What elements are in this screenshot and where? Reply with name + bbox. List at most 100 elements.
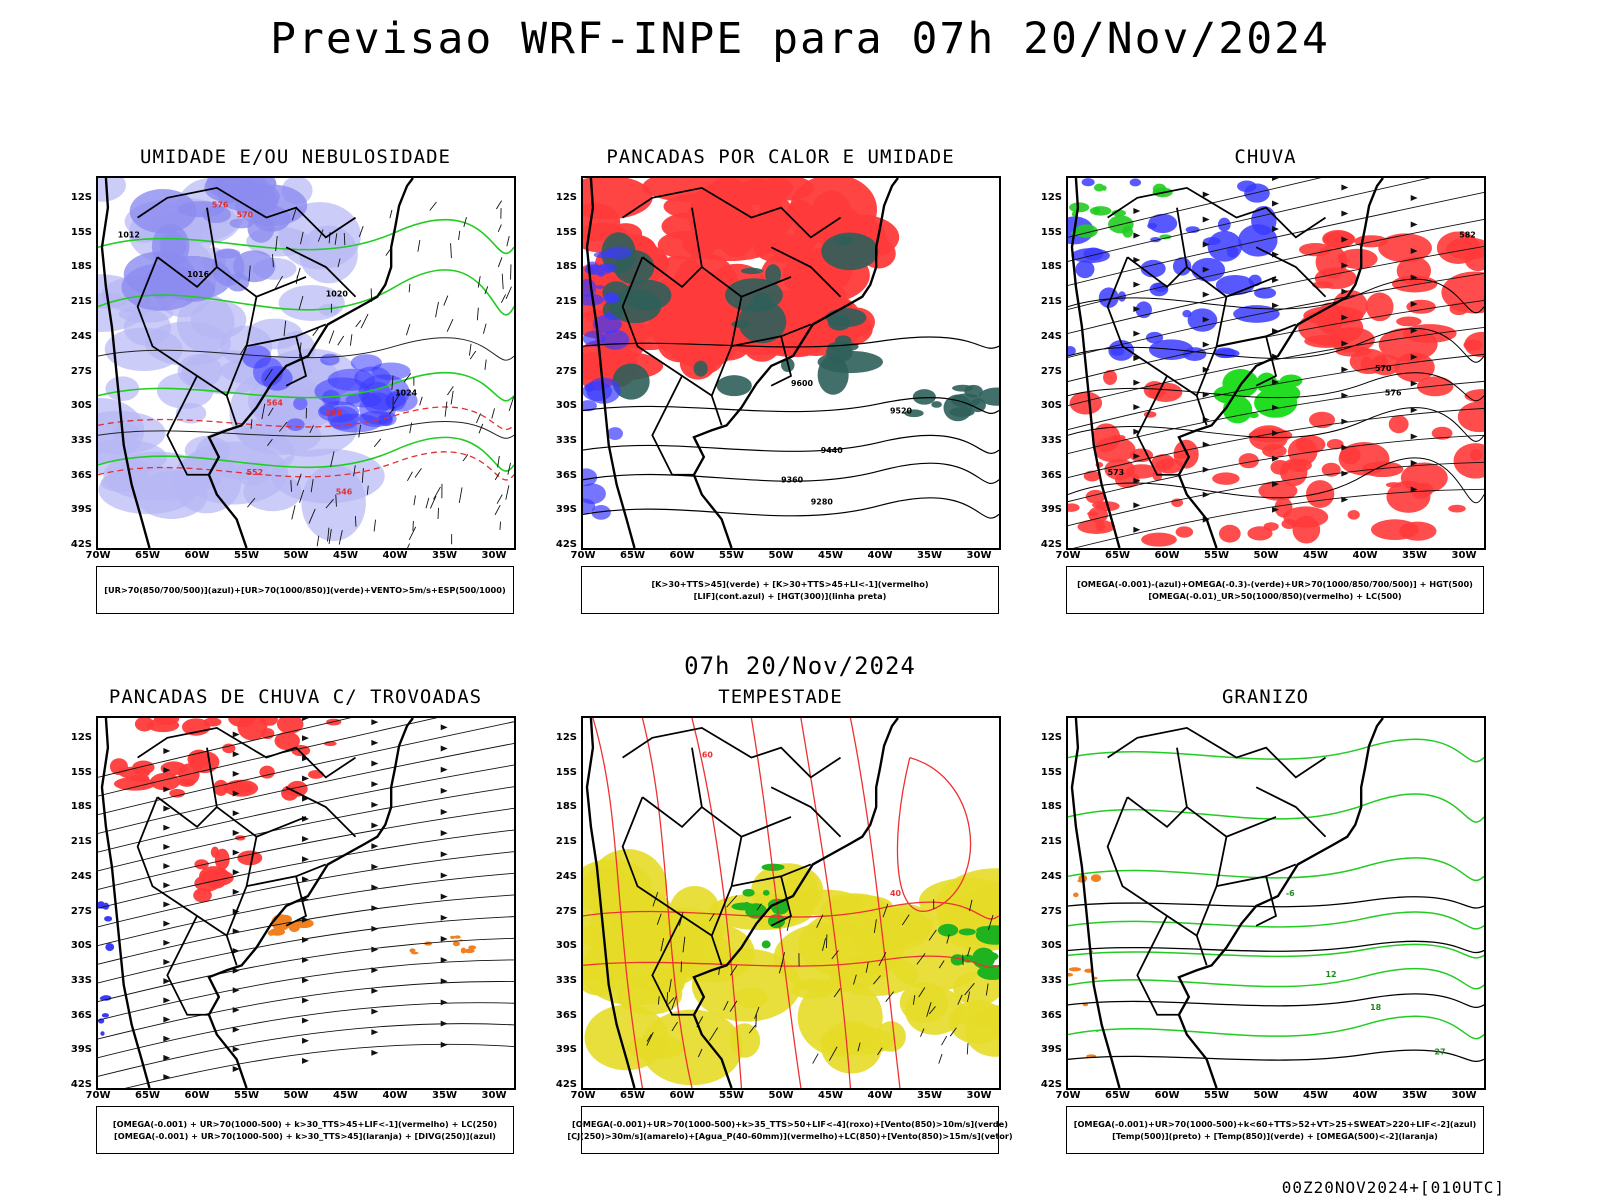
wind-vector xyxy=(730,965,738,976)
wind-vector xyxy=(985,983,989,996)
field-blob xyxy=(1233,305,1280,323)
field-blob xyxy=(1388,415,1409,434)
forecast-map: 1012 1016 1020 1024 576 570 564 558 552 546 xyxy=(96,176,516,550)
lat-label: 15S xyxy=(555,226,577,238)
wind-vector xyxy=(482,323,487,334)
streamline-arrow xyxy=(371,739,379,746)
page-title: Previsao WRF-INPE para 07h 20/Nov/2024 xyxy=(270,14,1330,64)
streamline-arrow xyxy=(371,1029,379,1036)
lon-label: 45W xyxy=(818,1090,843,1101)
wind-vector xyxy=(408,526,417,541)
wind-vector xyxy=(657,996,660,1005)
country-borders xyxy=(621,186,842,476)
streamline-arrow xyxy=(440,872,448,879)
field-blob xyxy=(237,850,263,866)
field-blob xyxy=(101,1013,109,1018)
lon-label: 65W xyxy=(1105,550,1130,561)
wind-vector xyxy=(709,913,715,922)
streamline-arrow xyxy=(440,724,448,731)
country-borders xyxy=(1106,186,1327,476)
streamline-arrow xyxy=(163,786,171,793)
legend-line: [UR>70(850/700/500)](azul)+[UR>70(1000/8… xyxy=(104,585,506,595)
wind-vector xyxy=(279,421,288,432)
contour-line xyxy=(1068,372,1484,402)
lon-label: 50W xyxy=(283,550,309,561)
lat-label: 15S xyxy=(555,766,577,778)
field-blob xyxy=(1155,458,1184,474)
streamline-arrow xyxy=(302,735,309,742)
field-blob xyxy=(259,765,275,779)
wind-vector xyxy=(877,1047,883,1056)
coastline xyxy=(100,718,414,1088)
streamline-arrow xyxy=(371,1049,379,1056)
wind-vector xyxy=(419,396,423,406)
streamline xyxy=(98,981,514,1040)
field-blob xyxy=(645,967,683,999)
lon-label: 70W xyxy=(570,1090,596,1101)
field-blob xyxy=(829,954,918,997)
streamline-arrow xyxy=(1410,195,1418,201)
field-blob xyxy=(931,401,942,408)
wind-vector xyxy=(477,276,481,288)
lat-label: 30S xyxy=(70,940,92,952)
streamline xyxy=(1068,191,1484,286)
streamline-arrow xyxy=(1133,257,1141,263)
field-blob xyxy=(274,731,301,751)
streamline-arrow xyxy=(302,916,309,923)
streamline xyxy=(1068,218,1484,310)
wind-vector xyxy=(373,519,376,532)
streamline-arrow xyxy=(302,936,309,943)
lat-label: 24S xyxy=(1040,870,1062,882)
wind-vector xyxy=(337,335,345,346)
contour-line xyxy=(583,901,999,920)
wind-vector xyxy=(389,209,393,219)
contour-label: 18 xyxy=(1370,1003,1382,1012)
streamline-arrow xyxy=(232,810,240,817)
streamline-arrow xyxy=(1272,430,1279,437)
field-blob xyxy=(1378,233,1432,263)
contour-line xyxy=(583,955,999,969)
contour-line xyxy=(849,718,901,1088)
field-blob xyxy=(731,178,783,243)
lat-label: 27S xyxy=(70,365,92,377)
wind-vector xyxy=(291,206,298,221)
streamline xyxy=(1068,353,1484,430)
field-blob xyxy=(1103,369,1118,385)
wind-vector xyxy=(878,952,887,966)
streamline xyxy=(98,764,514,853)
streamline-arrow xyxy=(1272,404,1279,411)
streamline-arrow xyxy=(440,999,448,1006)
streamline-arrow xyxy=(440,809,448,815)
wind-vector xyxy=(912,995,916,1005)
streamline-arrow xyxy=(1341,236,1349,243)
field-blob xyxy=(1262,444,1287,458)
coastline xyxy=(1070,178,1384,548)
legend-line: [Temp(500)](preto) + [Temp(850)](verde) … xyxy=(1112,1131,1438,1141)
field-blob xyxy=(833,235,855,246)
wind-vector xyxy=(354,516,357,527)
field-blob xyxy=(460,947,467,954)
streamline-arrow xyxy=(163,939,171,946)
streamline-arrow xyxy=(371,925,379,932)
streamline-arrow xyxy=(1341,288,1349,295)
streamline xyxy=(1068,326,1484,406)
streamline-arrow xyxy=(1202,366,1210,373)
country-borders xyxy=(1106,726,1327,1016)
field-blob xyxy=(1129,178,1142,187)
wind-vector xyxy=(508,396,514,412)
field-blob xyxy=(463,948,475,954)
wind-vector xyxy=(494,472,501,481)
field-blob xyxy=(1175,526,1194,538)
streamline-arrow xyxy=(1272,455,1279,462)
field-blob xyxy=(1069,202,1090,213)
streamline-arrow xyxy=(232,869,240,876)
wind-vector xyxy=(299,489,305,503)
field-blob xyxy=(177,353,223,388)
wind-vector xyxy=(328,330,335,344)
contour-line xyxy=(1068,993,1484,1009)
field-blob xyxy=(208,878,225,889)
streamline-arrow xyxy=(440,978,448,985)
field-blob xyxy=(1111,209,1127,217)
streamline-arrow xyxy=(1272,302,1279,309)
lat-label: 21S xyxy=(70,836,92,848)
